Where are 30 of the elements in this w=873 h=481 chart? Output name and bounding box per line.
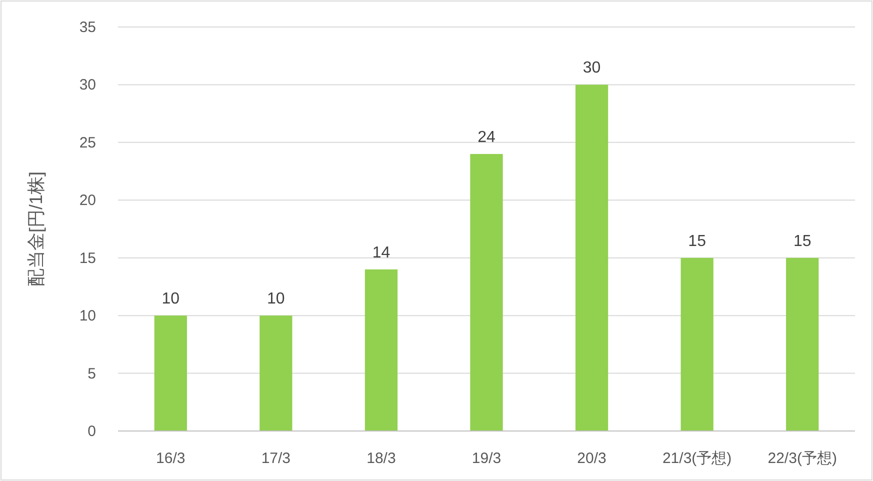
y-axis-title: 配当金[円/1株] (26, 171, 46, 287)
bar (786, 258, 819, 431)
y-tick-label: 10 (79, 308, 96, 325)
x-tick-label: 16/3 (156, 450, 186, 467)
x-tick-label: 21/3(予想) (662, 450, 732, 467)
y-tick-label: 35 (79, 19, 96, 36)
bar (680, 258, 714, 431)
bar (470, 154, 503, 431)
data-label: 10 (162, 290, 180, 308)
x-tick-label: 22/3(予想) (768, 450, 837, 467)
bar (260, 316, 292, 431)
data-label: 15 (793, 232, 812, 250)
data-label: 15 (688, 232, 706, 250)
bar (154, 316, 187, 431)
data-label: 10 (267, 290, 285, 308)
x-tick-label: 18/3 (366, 450, 396, 467)
y-tick-label: 25 (79, 134, 96, 152)
data-label: 30 (582, 60, 601, 77)
bar (364, 269, 398, 431)
data-label: 14 (372, 244, 390, 262)
bar (575, 84, 608, 431)
x-tick-label: 20/3 (577, 450, 606, 467)
x-tick-label: 17/3 (261, 450, 291, 467)
y-tick-label: 0 (88, 423, 96, 440)
y-tick-label: 15 (79, 250, 96, 267)
y-tick-label: 5 (88, 365, 96, 382)
data-label: 24 (478, 128, 496, 146)
y-tick-label: 20 (79, 192, 96, 210)
y-tick-label: 30 (79, 76, 96, 94)
x-tick-label: 19/3 (472, 450, 502, 467)
